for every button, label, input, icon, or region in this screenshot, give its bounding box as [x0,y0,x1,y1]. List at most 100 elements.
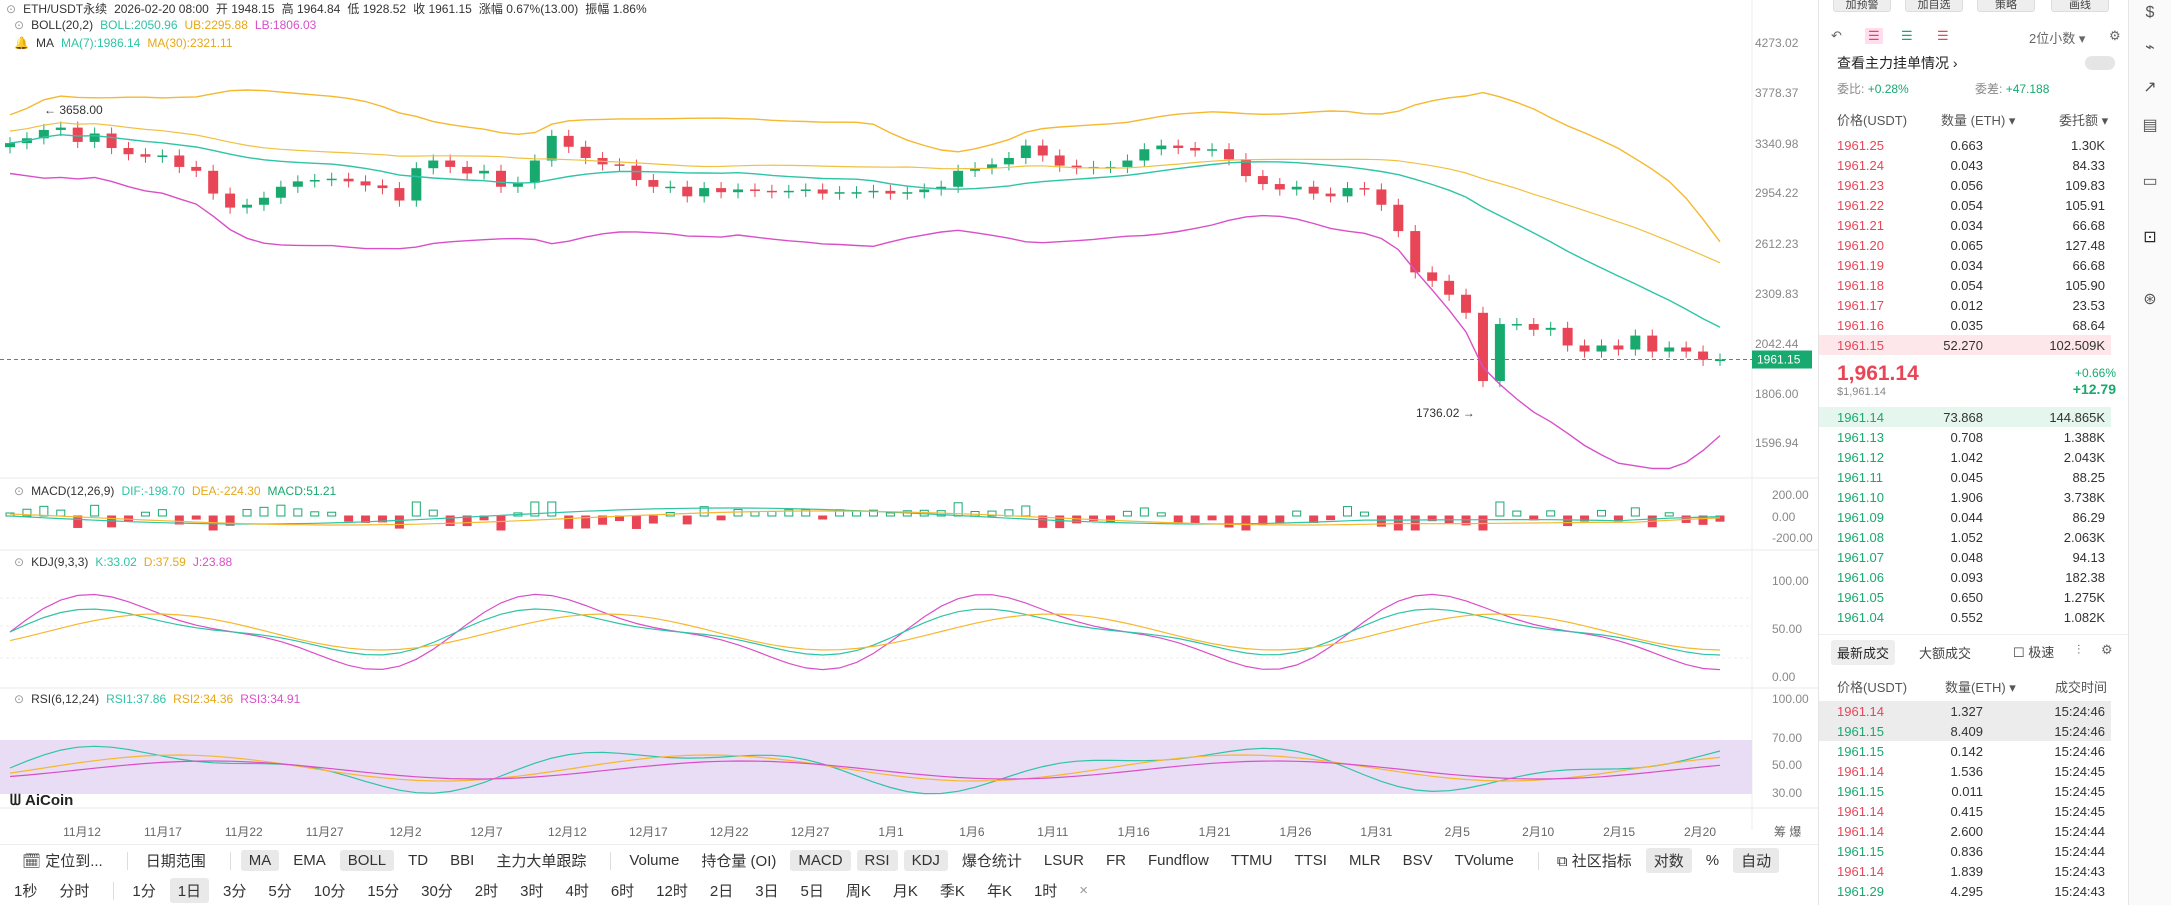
col-total-header[interactable]: 委托额 ▾ [2059,113,2109,128]
timeframe-12[interactable]: 6时 [610,883,635,900]
bid-row[interactable]: 1961.04 0.552 1.082K [1819,607,2111,627]
precision-select[interactable]: 2位小数 ▾ [2029,31,2086,46]
td-button[interactable]: TD [408,852,429,869]
col-qty-header[interactable]: 数量 (ETH) ▾ [1941,113,2016,128]
bot-icon[interactable]: ⊡ [2143,229,2157,246]
ask-row[interactable]: 1961.24 0.043 84.33 [1819,155,2111,175]
main-orders-link[interactable]: 查看主力挂单情况 › [1837,55,1958,71]
locate-button[interactable]: 🗓 定位到... [22,853,103,870]
kdj-button[interactable]: KDJ [903,850,948,871]
bid-row[interactable]: 1961.13 0.708 1.388K [1819,427,2111,447]
ttmu-button[interactable]: TTMU [1230,852,1273,869]
ask-row[interactable]: 1961.16 0.035 68.64 [1819,315,2111,335]
ask-row[interactable]: 1961.17 0.012 23.53 [1819,295,2111,315]
view-both-icon[interactable]: ☰ [1865,28,1883,44]
timeframe-4[interactable]: 3分 [223,883,247,900]
timeframe-20[interactable]: 年K [986,883,1012,900]
tvolume-button[interactable]: TVolume [1454,852,1514,869]
bid-row[interactable]: 1961.14 73.868 144.865K [1819,407,2111,427]
timeframe-16[interactable]: 5日 [800,883,824,900]
ask-row[interactable]: 1961.23 0.056 109.83 [1819,175,2111,195]
timeframe-17[interactable]: 周K [845,883,871,900]
gear-icon[interactable]: ⚙ [2101,642,2113,657]
timeframe-2[interactable]: 1分 [132,883,156,900]
bid-row[interactable]: 1961.12 1.042 2.043K [1819,447,2111,467]
mlr-button[interactable]: MLR [1348,852,1381,869]
bid-row[interactable]: 1961.06 0.093 182.38 [1819,567,2111,587]
filter-icon[interactable]: ⫶ [2077,642,2081,657]
bell-icon[interactable]: 🔔 [14,36,29,50]
timeframe-14[interactable]: 2日 [709,883,734,900]
timeframe-19[interactable]: 季K [939,883,965,900]
wallet-icon[interactable]: ▭ [2142,173,2158,190]
ask-row[interactable]: 1961.22 0.054 105.91 [1819,195,2111,215]
collapse-icon[interactable]: ⊙ [14,555,25,569]
tab-latest-trades[interactable]: 最新成交 [1831,640,1896,665]
chart-icon[interactable]: ⌁ [2145,39,2155,56]
bid-row[interactable]: 1961.08 1.052 2.063K [1819,527,2111,547]
ttsi-button[interactable]: TTSI [1294,852,1327,869]
bid-row[interactable]: 1961.11 0.045 88.25 [1819,467,2111,487]
bid-row[interactable]: 1961.07 0.048 94.13 [1819,547,2111,567]
rsi-button[interactable]: RSI [856,850,898,871]
main-order-track-button[interactable]: 主力大单跟踪 [496,853,587,870]
timeframe-6[interactable]: 10分 [313,883,346,900]
timeframe-3[interactable]: 1日 [169,878,210,903]
log-scale-button[interactable]: 对数 [1645,848,1692,873]
ema-button[interactable]: EMA [293,852,326,869]
dollar-icon[interactable]: $ [2145,4,2155,21]
ask-row[interactable]: 1961.19 0.034 66.68 [1819,255,2111,275]
timeframe-8[interactable]: 30分 [421,883,453,900]
percent-button[interactable]: % [1705,852,1720,869]
close-icon[interactable]: × [1079,882,1089,899]
auto-button[interactable]: 自动 [1733,848,1780,873]
ask-row[interactable]: 1961.18 0.054 105.90 [1819,275,2111,295]
trend-icon[interactable]: ↗ [2143,79,2157,96]
timeframe-9[interactable]: 2时 [474,883,499,900]
timeframe-0[interactable]: 1秒 [14,883,38,900]
back-icon[interactable]: ↶ [1831,28,1842,43]
trade-col-qty[interactable]: 数量(ETH) ▾ [1945,680,2016,695]
gear-icon[interactable]: ⚙ [2109,28,2121,43]
timeframe-1[interactable]: 分时 [59,883,90,900]
add-watchlist-button[interactable]: 加自选 [1905,0,1963,12]
bid-row[interactable]: 1961.05 0.650 1.275K [1819,587,2111,607]
fr-button[interactable]: FR [1105,852,1126,869]
fundflow-button[interactable]: Fundflow [1147,852,1209,869]
timeframe-11[interactable]: 4时 [565,883,589,900]
fast-mode-checkbox[interactable]: ☐ 极速 [2013,645,2055,660]
ask-row[interactable]: 1961.21 0.034 66.68 [1819,215,2111,235]
strategy-icon[interactable]: ⊛ [2143,291,2157,308]
collapse-icon[interactable]: ⊙ [14,484,25,498]
draw-button[interactable]: 画线 [2051,0,2109,12]
lsur-button[interactable]: LSUR [1043,852,1084,869]
bid-row[interactable]: 1961.10 1.906 3.738K [1819,487,2111,507]
tab-large-trades[interactable]: 大额成交 [1919,646,1972,661]
collapse-icon[interactable]: ⊙ [14,692,25,706]
liquidation-button[interactable]: 爆仓统计 [961,853,1022,870]
timeframe-10[interactable]: 3时 [520,883,544,900]
collapse-icon[interactable]: ⊙ [6,1,17,16]
ask-row[interactable]: 1961.20 0.065 127.48 [1819,235,2111,255]
view-bids-icon[interactable]: ☰ [1901,28,1913,43]
panel-icon[interactable]: ▤ [2142,117,2158,134]
ask-row[interactable]: 1961.25 0.663 1.30K [1819,135,2111,155]
boll-button[interactable]: BOLL [339,850,395,871]
volume-button[interactable]: Volume [629,852,680,869]
oi-button[interactable]: 持仓量 (OI) [701,853,777,870]
kline-chart[interactable]: 4273.02 3778.37 3340.98 2954.22 2612.23 2309.… [0,0,1818,840]
timeframe-5[interactable]: 5分 [268,883,292,900]
ask-row[interactable]: 1961.15 52.270 102.509K [1819,335,2111,355]
strategy-button[interactable]: 策略 [1977,0,2035,12]
view-asks-icon[interactable]: ☰ [1937,28,1949,43]
timeframe-18[interactable]: 月K [892,883,918,900]
community-indicator-button[interactable]: ⧉ 社区指标 [1556,853,1632,870]
main-orders-toggle[interactable] [2085,56,2115,70]
timeframe-21[interactable]: 1时 [1033,883,1058,900]
timeframe-7[interactable]: 15分 [367,883,400,900]
timeframe-13[interactable]: 12时 [656,883,688,900]
add-alert-button[interactable]: 加预警 [1833,0,1891,12]
chart-area[interactable]: 4273.02 3778.37 3340.98 2954.22 2612.23 2309.… [0,0,1818,840]
bbi-button[interactable]: BBI [450,852,475,869]
collapse-icon[interactable]: ⊙ [14,18,25,32]
